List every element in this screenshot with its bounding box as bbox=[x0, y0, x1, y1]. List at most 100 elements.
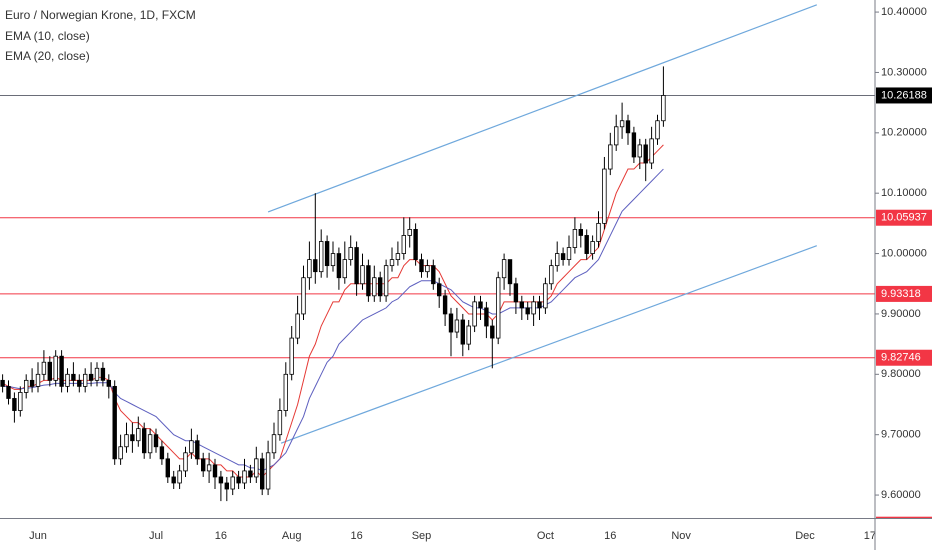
candle-body bbox=[29, 379, 35, 387]
candle-body bbox=[254, 458, 259, 478]
candle-body bbox=[543, 283, 548, 309]
candle-body bbox=[18, 392, 23, 411]
y-tick-label: 9.90000 bbox=[881, 308, 921, 320]
candle-body bbox=[383, 265, 389, 297]
candle-body bbox=[377, 277, 383, 297]
candle-body bbox=[507, 259, 513, 285]
candle-body bbox=[431, 265, 436, 285]
candle-body bbox=[501, 259, 507, 279]
y-tick-label: 9.80000 bbox=[881, 368, 921, 380]
candle-body bbox=[525, 307, 530, 315]
y-tick-label: 10.00000 bbox=[881, 247, 927, 259]
candle-body bbox=[413, 229, 418, 261]
candle-body bbox=[572, 229, 578, 248]
x-tick-label: Aug bbox=[282, 530, 302, 542]
candle-body bbox=[590, 241, 595, 254]
y-tick-label: 9.70000 bbox=[881, 429, 921, 441]
candle-body bbox=[555, 253, 560, 267]
level-label: 9.82746 bbox=[881, 352, 921, 364]
candle-body bbox=[259, 458, 265, 490]
candle-body bbox=[637, 144, 642, 158]
candle-body bbox=[324, 241, 330, 267]
candle-body bbox=[389, 259, 395, 267]
candle-body bbox=[661, 95, 666, 122]
candle-body bbox=[35, 373, 41, 387]
candle-body bbox=[271, 434, 277, 454]
candle-body bbox=[578, 229, 583, 236]
x-tick-label: 16 bbox=[215, 530, 227, 542]
candle-body bbox=[53, 355, 58, 381]
candle-body bbox=[83, 373, 88, 387]
candle-body bbox=[519, 301, 524, 309]
candle-body bbox=[153, 434, 159, 448]
candle-body bbox=[354, 247, 359, 285]
price-axis: 10.40000 10.30000 10.20000 10.10000 10.00000… bbox=[875, 6, 932, 518]
candle-body bbox=[88, 373, 94, 381]
candle-body bbox=[537, 301, 542, 309]
candle-body bbox=[277, 410, 283, 436]
y-tick-label: 10.10000 bbox=[881, 187, 927, 199]
candle-body bbox=[130, 434, 135, 442]
candle-body bbox=[549, 265, 554, 285]
candle-body bbox=[442, 295, 448, 315]
candle-body bbox=[614, 126, 619, 146]
candle-body bbox=[141, 428, 147, 454]
candle-body bbox=[448, 313, 454, 333]
candle-body bbox=[560, 253, 566, 261]
candle-body bbox=[366, 265, 371, 297]
level-label-box bbox=[876, 209, 932, 226]
candle-body bbox=[12, 398, 17, 411]
y-tick-label: 10.30000 bbox=[881, 66, 927, 78]
candle-body bbox=[212, 464, 218, 478]
trend-line bbox=[267, 4, 818, 213]
plot-area bbox=[0, 4, 875, 502]
candle-body bbox=[625, 120, 631, 134]
candle-body bbox=[602, 168, 607, 224]
candle-body bbox=[177, 470, 182, 484]
candle-body bbox=[330, 253, 336, 267]
candle-body bbox=[478, 301, 483, 309]
candle-body bbox=[566, 247, 572, 261]
price-axis-panel bbox=[875, 0, 932, 550]
candle-body bbox=[41, 361, 47, 375]
candle-body bbox=[94, 367, 100, 381]
candle-body bbox=[289, 337, 294, 375]
candle-body bbox=[495, 277, 501, 339]
candle-body bbox=[265, 452, 271, 490]
candle-body bbox=[59, 355, 64, 387]
candle-body bbox=[218, 476, 224, 484]
candle-body bbox=[242, 470, 247, 484]
legend: Euro / Norwegian Krone, 1D, FXCM EMA (10… bbox=[5, 8, 196, 63]
candle-body bbox=[23, 379, 29, 393]
candle-body bbox=[106, 379, 111, 387]
candle-body bbox=[631, 132, 637, 158]
candle-body bbox=[472, 301, 477, 327]
candle-body bbox=[425, 265, 430, 273]
candle-body bbox=[171, 476, 176, 484]
candle-body bbox=[6, 385, 11, 399]
candle-body bbox=[307, 259, 312, 279]
candle-body bbox=[195, 440, 200, 460]
candle-body bbox=[206, 464, 212, 472]
candle-body bbox=[301, 277, 306, 315]
x-tick-label: 16 bbox=[350, 530, 362, 542]
x-tick-label: Jun bbox=[29, 530, 47, 542]
candle-body bbox=[47, 361, 52, 381]
candle-body bbox=[159, 446, 165, 460]
candle-body bbox=[124, 434, 129, 448]
candle-body bbox=[596, 222, 601, 242]
candle-body bbox=[484, 307, 489, 327]
candle-body bbox=[372, 277, 377, 297]
y-tick-label: 10.40000 bbox=[881, 6, 927, 18]
candle-body bbox=[584, 235, 589, 254]
candle-body bbox=[454, 319, 460, 333]
candle-body bbox=[230, 476, 235, 490]
level-label: 10.05937 bbox=[881, 212, 927, 224]
candle-body bbox=[165, 458, 170, 478]
last-price-box bbox=[876, 87, 932, 104]
candle-body bbox=[342, 259, 347, 279]
candle-body bbox=[649, 138, 654, 164]
candle-body bbox=[401, 235, 406, 254]
